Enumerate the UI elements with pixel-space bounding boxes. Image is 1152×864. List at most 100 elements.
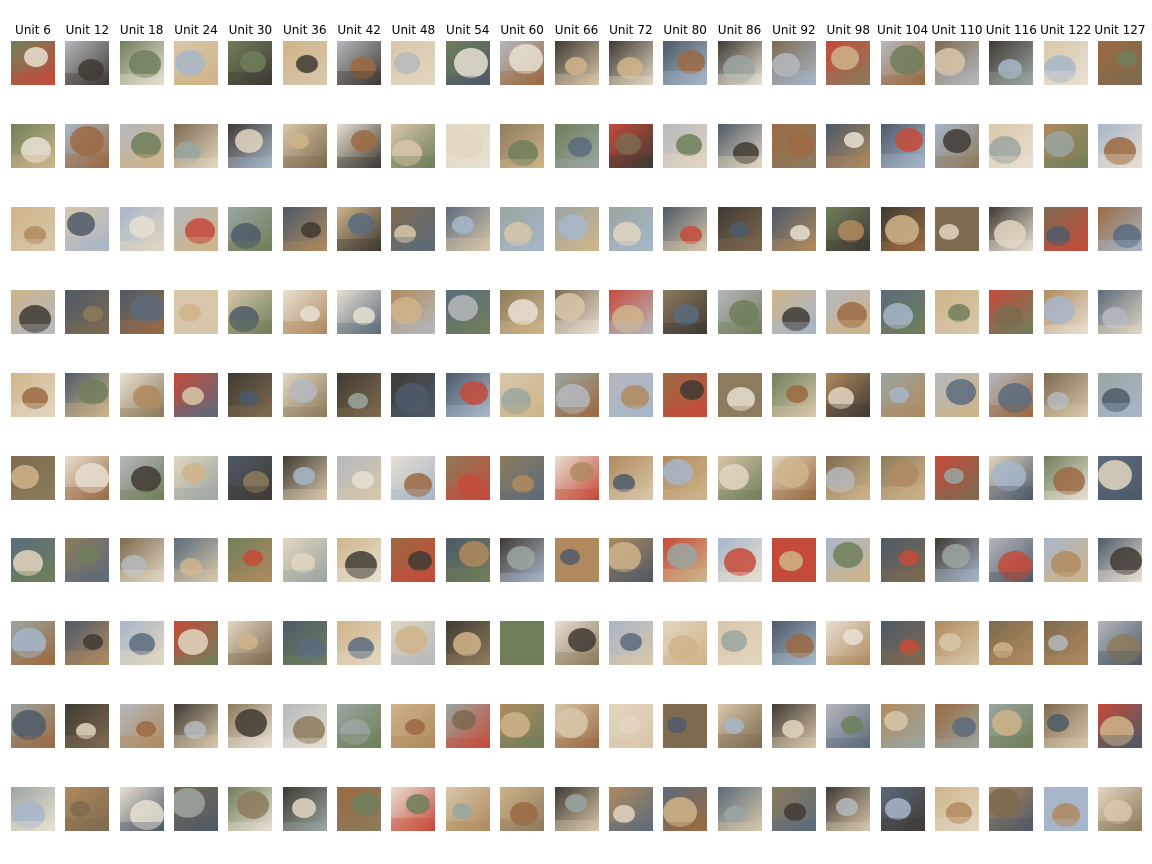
- thumbnail-frog: [391, 704, 436, 749]
- thumbnail-automobile: [934, 41, 979, 85]
- thumbnail-horse: [11, 289, 55, 334]
- thumbnail-horse: [771, 621, 816, 666]
- thumbnail-dog: [717, 289, 762, 334]
- thumbnail-automobile: [663, 455, 708, 500]
- thumbnail-dog: [554, 123, 599, 168]
- thumbnail-dog: [1043, 538, 1088, 583]
- thumbnail-horse: [11, 372, 55, 417]
- thumbnail-cat: [989, 621, 1034, 666]
- thumbnail-cat: [608, 538, 653, 583]
- thumbnail-cat: [608, 455, 653, 500]
- thumbnail-dog: [1043, 41, 1088, 85]
- thumbnail-cat: [554, 41, 599, 85]
- thumbnail-automobile: [11, 206, 55, 251]
- thumbnail-bird: [11, 538, 55, 583]
- thumbnail-cat: [826, 41, 871, 85]
- thumbnail-cat: [554, 538, 599, 583]
- thumbnail-dog: [1043, 621, 1088, 666]
- thumbnail-dog: [1043, 704, 1088, 749]
- thumbnail-dog: [337, 289, 382, 334]
- thumbnail-cat: [717, 704, 762, 749]
- thumbnail-truck: [11, 621, 55, 666]
- thumbnail-deer: [1098, 455, 1142, 500]
- thumbnail-dog: [391, 372, 436, 417]
- thumbnail-dog: [500, 206, 545, 251]
- thumbnail-truck: [1098, 206, 1142, 251]
- thumbnail-dog: [228, 621, 273, 666]
- column-title: Unit 92: [772, 23, 816, 37]
- column-title: Unit 98: [826, 23, 870, 37]
- thumbnail-cat: [500, 787, 545, 832]
- thumbnail-cat: [771, 372, 816, 417]
- thumbnail-dog: [500, 621, 545, 666]
- thumbnail-dog: [337, 621, 382, 666]
- thumbnail-dog: [663, 206, 708, 251]
- thumbnail-dog: [445, 455, 490, 500]
- thumbnail-bird: [880, 787, 925, 832]
- column-title: Unit 42: [337, 23, 381, 37]
- thumbnail-dog: [445, 41, 490, 85]
- thumbnail-truck: [1098, 787, 1142, 832]
- thumbnail-cat: [119, 787, 164, 832]
- thumbnail-cat: [554, 372, 599, 417]
- thumbnail-cat: [608, 289, 653, 334]
- thumbnail-dog: [337, 787, 382, 832]
- thumbnail-dog: [228, 289, 273, 334]
- thumbnail-ship: [445, 372, 490, 417]
- thumbnail-dog: [500, 289, 545, 334]
- thumbnail-horse: [608, 123, 653, 168]
- thumbnail-dog: [554, 455, 599, 500]
- thumbnail-airplane: [282, 123, 327, 168]
- thumbnail-cat: [826, 455, 871, 500]
- thumbnail-cat: [282, 704, 327, 749]
- thumbnail-truck: [771, 123, 816, 168]
- thumbnail-dog: [663, 621, 708, 666]
- thumbnail-airplane: [228, 704, 273, 749]
- thumbnail-dog: [228, 41, 273, 85]
- thumbnail-dog: [391, 787, 436, 832]
- thumbnail-dog: [1043, 372, 1088, 417]
- thumbnail-deer: [880, 41, 925, 85]
- thumbnail-dog: [445, 289, 490, 334]
- thumbnail-automobile: [445, 621, 490, 666]
- thumbnail-cat: [663, 41, 708, 85]
- thumbnail-bird: [608, 41, 653, 85]
- thumbnail-deer: [1098, 621, 1142, 666]
- thumbnail-dog: [174, 372, 219, 417]
- thumbnail-dog: [500, 455, 545, 500]
- thumbnail-bird: [445, 787, 490, 832]
- thumbnail-dog: [500, 123, 545, 168]
- thumbnail-dog: [717, 123, 762, 168]
- thumbnail-truck: [771, 538, 816, 583]
- column-title: Unit 127: [1094, 23, 1146, 37]
- thumbnail-automobile: [1098, 704, 1142, 749]
- thumbnail-bird: [228, 455, 273, 500]
- thumbnail-dog: [826, 206, 871, 251]
- thumbnail-cat: [554, 206, 599, 251]
- column-title: Unit 122: [1040, 23, 1092, 37]
- thumbnail-ship: [608, 704, 653, 749]
- thumbnail-dog: [500, 372, 545, 417]
- thumbnail-airplane: [989, 41, 1034, 85]
- thumbnail-airplane: [989, 289, 1034, 334]
- thumbnail-horse: [989, 704, 1034, 749]
- thumbnail-cat: [174, 621, 219, 666]
- thumbnail-cat: [989, 123, 1034, 168]
- thumbnail-dog: [1043, 455, 1088, 500]
- thumbnail-cat: [228, 206, 273, 251]
- thumbnail-cat: [934, 787, 979, 832]
- thumbnail-dog: [337, 41, 382, 85]
- thumbnail-cat: [282, 538, 327, 583]
- thumbnail-truck: [119, 704, 164, 749]
- thumbnail-ship: [282, 41, 327, 85]
- thumbnail-ship: [989, 372, 1034, 417]
- thumbnail-dog: [826, 787, 871, 832]
- thumbnail-horse: [608, 621, 653, 666]
- thumbnail-truck: [989, 538, 1034, 583]
- thumbnail-bird: [445, 123, 490, 168]
- thumbnail-cat: [174, 787, 219, 832]
- thumbnail-truck: [771, 455, 816, 500]
- thumbnail-dog: [337, 455, 382, 500]
- thumbnail-dog: [65, 787, 110, 832]
